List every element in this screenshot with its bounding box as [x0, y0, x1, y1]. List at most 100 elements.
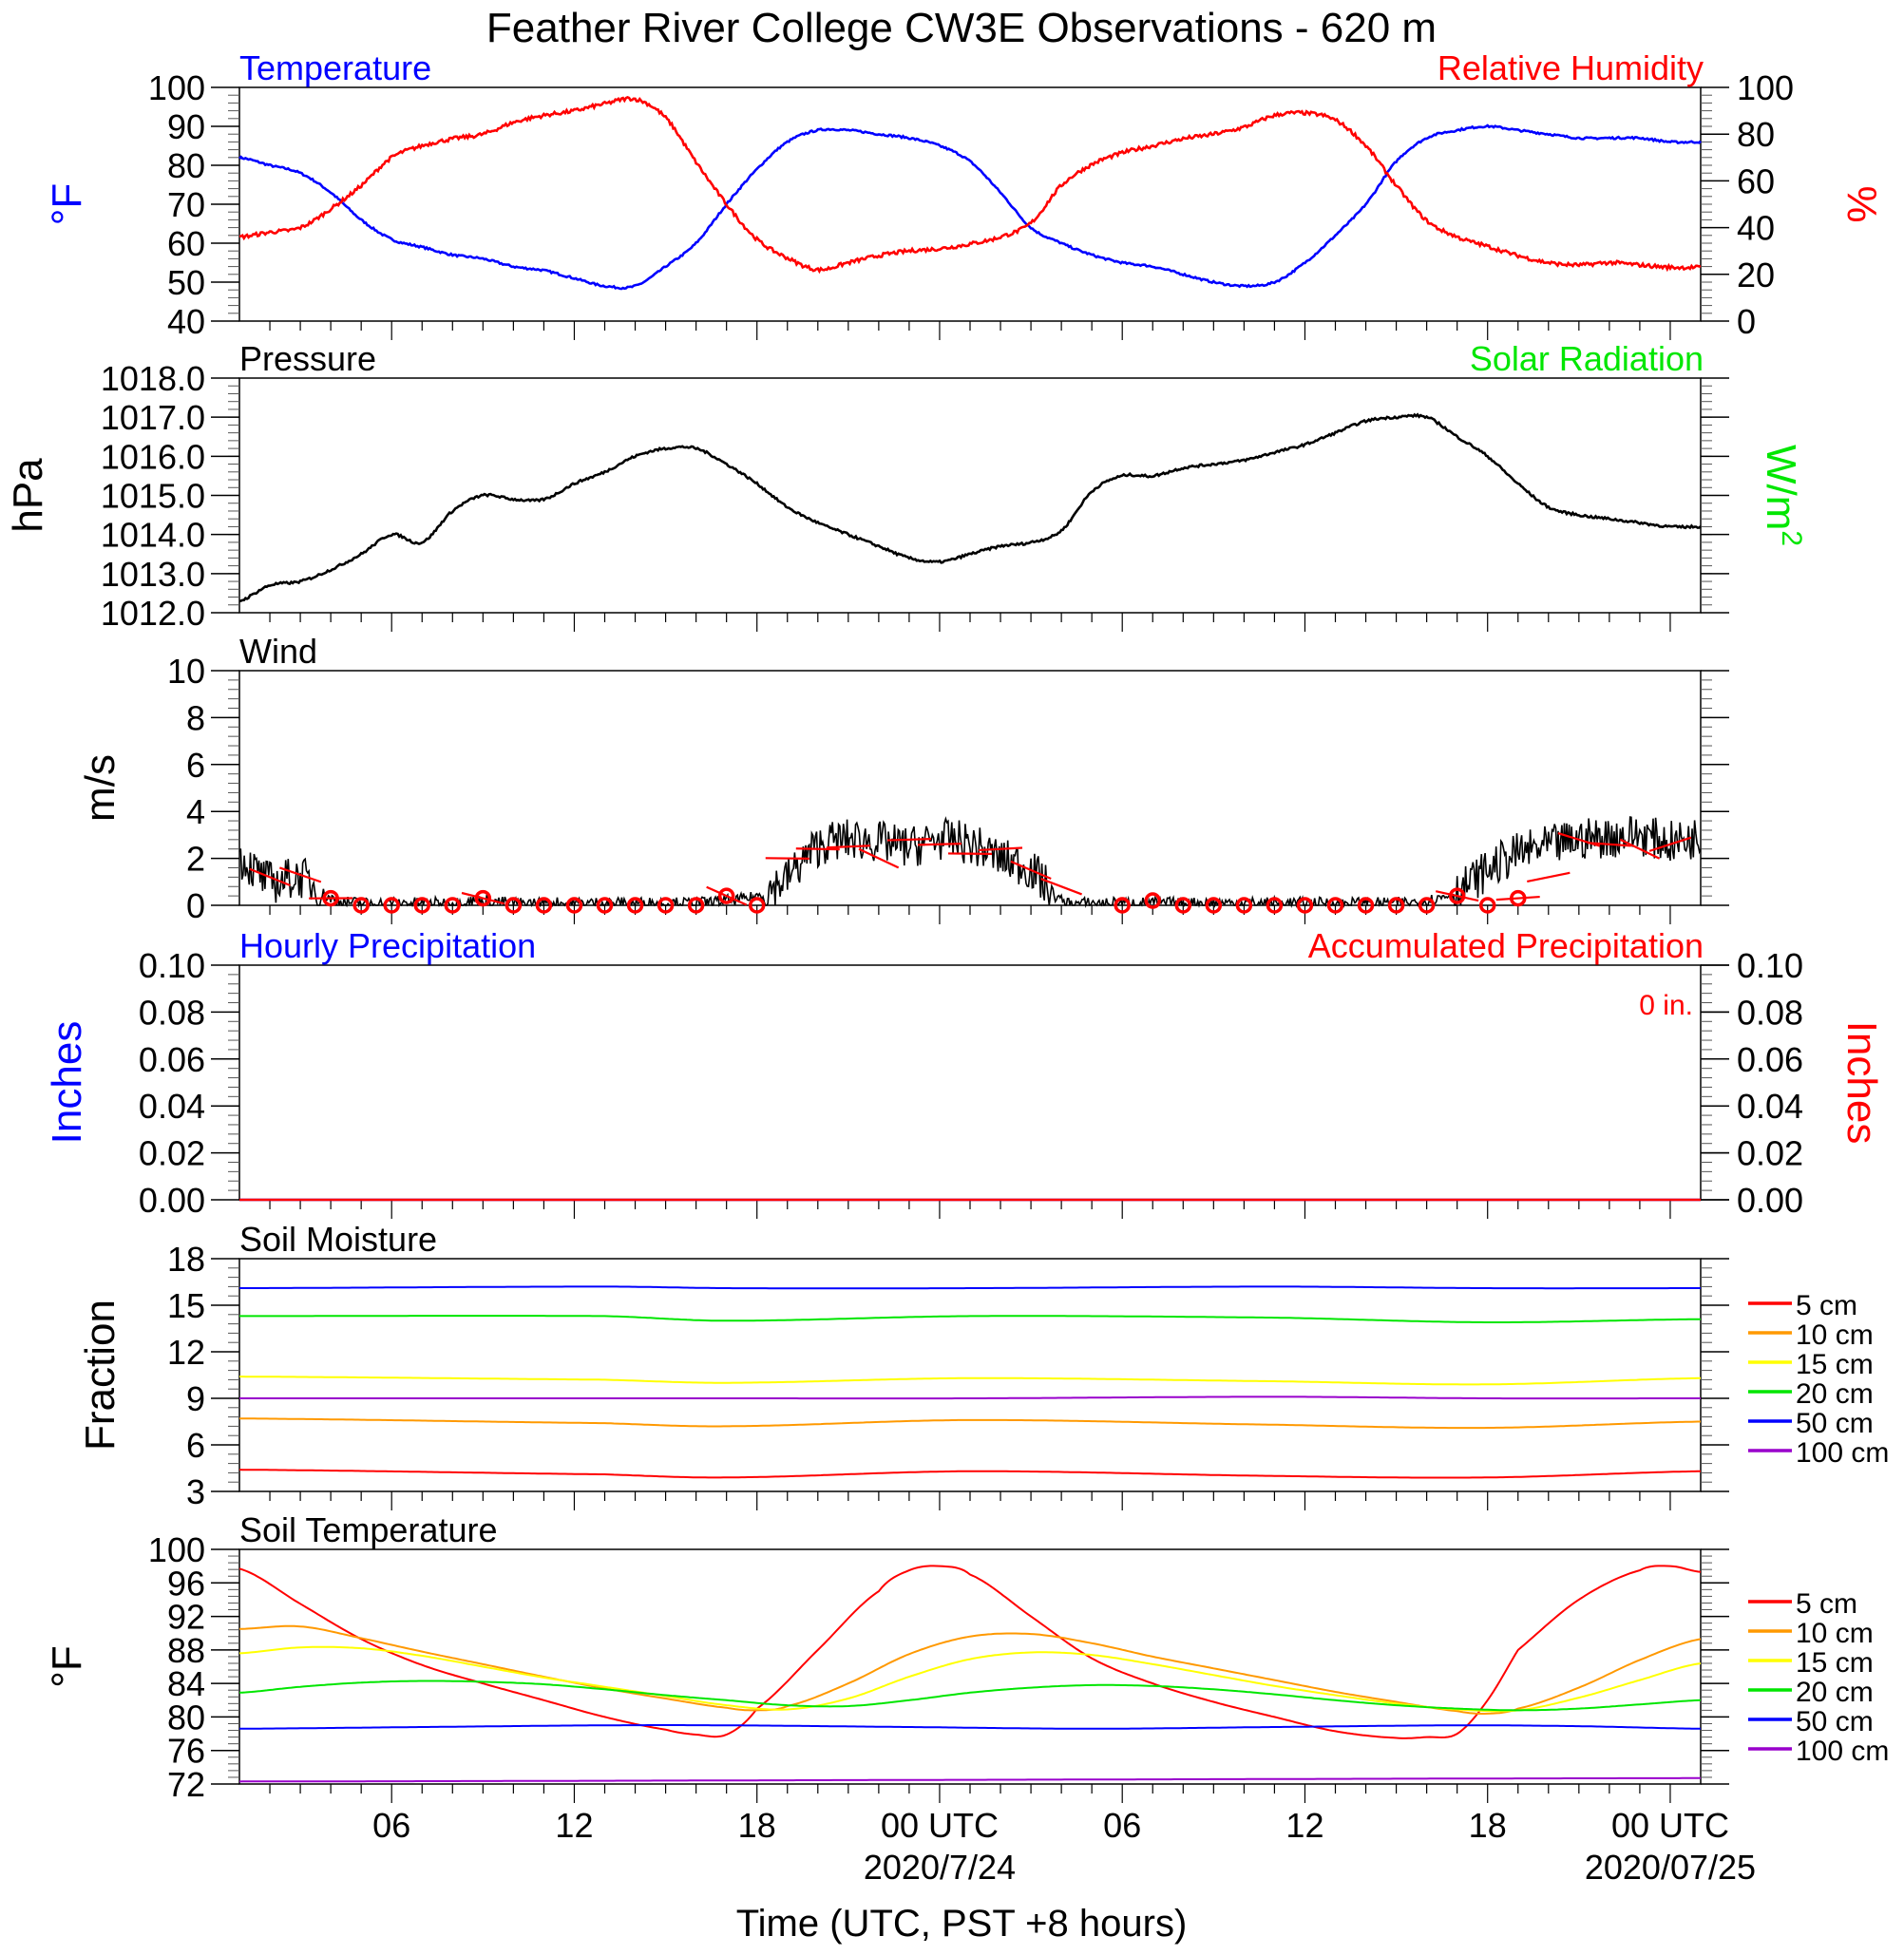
calm-circle	[444, 897, 462, 914]
panel-precip: 0.00 0.02 0.04 0.06 0.08 0.10 0.00 0.02 0.04 0.06…	[44, 926, 1885, 1220]
y-tick-label: 1016.0	[101, 437, 205, 476]
x-date-label: 2020/7/24	[864, 1848, 1016, 1887]
panel-pressure: 1012.01013.01014.01015.01016.01017.01018…	[5, 339, 1807, 633]
wind-barb	[795, 847, 840, 851]
calm-circle	[1296, 897, 1314, 914]
calm-circle	[1478, 897, 1496, 914]
wind-barb	[886, 837, 931, 842]
calm-circle	[1174, 897, 1192, 914]
y-tick-label-right: 20	[1737, 256, 1775, 294]
y-tick-label: 100	[148, 68, 205, 107]
y-tick-label: 80	[167, 146, 205, 185]
legend-label: 50 cm	[1796, 1706, 1874, 1737]
y-tick-label: 76	[167, 1732, 205, 1771]
figure-title: Feather River College CW3E Observations …	[486, 5, 1437, 51]
y-tick-label-right: 100	[1737, 68, 1794, 107]
x-tick-label: 12	[1285, 1806, 1323, 1845]
x-tick-label: 18	[738, 1806, 776, 1845]
y-tick-label: 90	[167, 107, 205, 146]
y-tick-label: 0.04	[139, 1087, 205, 1126]
y-tick-label: 1014.0	[101, 516, 205, 555]
y-tick-label: 0.02	[139, 1134, 205, 1173]
panel-title-left: Hourly Precipitation	[239, 926, 536, 965]
y-axis-label-right: W/m2	[1758, 445, 1807, 546]
wind-barb	[979, 846, 1023, 852]
panel-title-right: Accumulated Precipitation	[1308, 926, 1704, 965]
calm-circle	[474, 889, 492, 907]
legend-label: 15 cm	[1796, 1647, 1874, 1679]
series-line-5-cm	[238, 1565, 1702, 1739]
calm-circle	[596, 897, 614, 914]
legend-label: 20 cm	[1796, 1677, 1874, 1708]
legend-label: 50 cm	[1796, 1408, 1874, 1439]
y-axis-label-right: %	[1838, 185, 1885, 222]
wind-barb	[858, 847, 900, 869]
panel-title-right: Relative Humidity	[1438, 48, 1704, 87]
panel-title-right: Solar Radiation	[1470, 339, 1704, 378]
plot-frame	[238, 964, 1702, 1201]
panel-wind: 0 2 4 6 8 10 Wind m/s	[77, 632, 1729, 925]
calm-circle	[322, 889, 339, 907]
wind-barb	[461, 891, 505, 905]
wind-barb	[278, 866, 322, 883]
y-axis-label-left: hPa	[5, 458, 51, 533]
x-tick-label: 06	[372, 1806, 410, 1845]
y-tick-label: 0	[186, 886, 205, 925]
y-tick-label: 0.08	[139, 993, 205, 1032]
y-tick-label: 0.00	[139, 1181, 205, 1220]
y-tick-label-right: 40	[1737, 209, 1775, 248]
y-axis-label-left: °F	[44, 183, 90, 225]
wind-barb	[1495, 895, 1540, 902]
plot-frame	[238, 377, 1702, 614]
y-tick-label-right: 0.08	[1737, 993, 1803, 1032]
y-tick-label-right: 80	[1737, 115, 1775, 154]
y-tick-label: 60	[167, 224, 205, 263]
y-tick-label: 70	[167, 185, 205, 224]
legend-label: 10 cm	[1796, 1319, 1874, 1351]
series-line-0	[238, 816, 1702, 909]
y-tick-label: 0.10	[139, 946, 205, 985]
y-tick-label-right: 0.10	[1737, 946, 1803, 985]
calm-circle	[383, 897, 400, 914]
calm-circle	[352, 897, 370, 914]
series-line-50-cm	[239, 1285, 1701, 1290]
calm-circle	[413, 897, 430, 914]
wind-barb	[826, 845, 870, 849]
calm-circle	[687, 897, 705, 914]
series-line-10-cm	[238, 1624, 1702, 1715]
y-tick-label: 1017.0	[101, 398, 205, 437]
calm-circle	[1235, 897, 1253, 914]
calm-circle	[1326, 897, 1344, 914]
y-tick-label: 92	[167, 1598, 205, 1637]
y-tick-label-right: 60	[1737, 161, 1775, 200]
wind-barb	[1619, 838, 1661, 860]
y-axis-label-left: Inches	[44, 1021, 90, 1145]
y-tick-label: 10	[167, 652, 205, 691]
y-tick-label-right: 0.02	[1737, 1134, 1803, 1173]
calm-circle	[565, 897, 583, 914]
panel-title-left: Pressure	[239, 339, 376, 378]
calm-circle	[535, 897, 553, 914]
y-tick-label-right: 0.00	[1737, 1181, 1803, 1220]
calm-circle	[1387, 897, 1405, 914]
y-axis-label-left: Fraction	[77, 1300, 124, 1451]
y-axis-label-left: °F	[44, 1645, 90, 1687]
x-tick-label: 00 UTC	[881, 1806, 999, 1845]
y-tick-label: 1018.0	[101, 359, 205, 398]
calm-circle	[1266, 897, 1284, 914]
series-line-50-cm	[239, 1724, 1702, 1730]
legend-label: 15 cm	[1796, 1349, 1874, 1380]
wind-barb	[1040, 878, 1083, 896]
series-line-100-cm	[238, 1776, 1701, 1783]
calm-circle	[748, 897, 766, 914]
wind-barb	[1435, 890, 1479, 902]
series-line-0	[238, 412, 1702, 603]
y-axis-label-right: Inches	[1838, 1021, 1885, 1145]
series-line-5-cm	[238, 1469, 1701, 1479]
y-tick-label-right: 0	[1737, 302, 1756, 341]
legend-label: 5 cm	[1796, 1588, 1857, 1620]
calm-circle	[657, 897, 675, 914]
series-line-20-cm	[239, 1315, 1701, 1323]
